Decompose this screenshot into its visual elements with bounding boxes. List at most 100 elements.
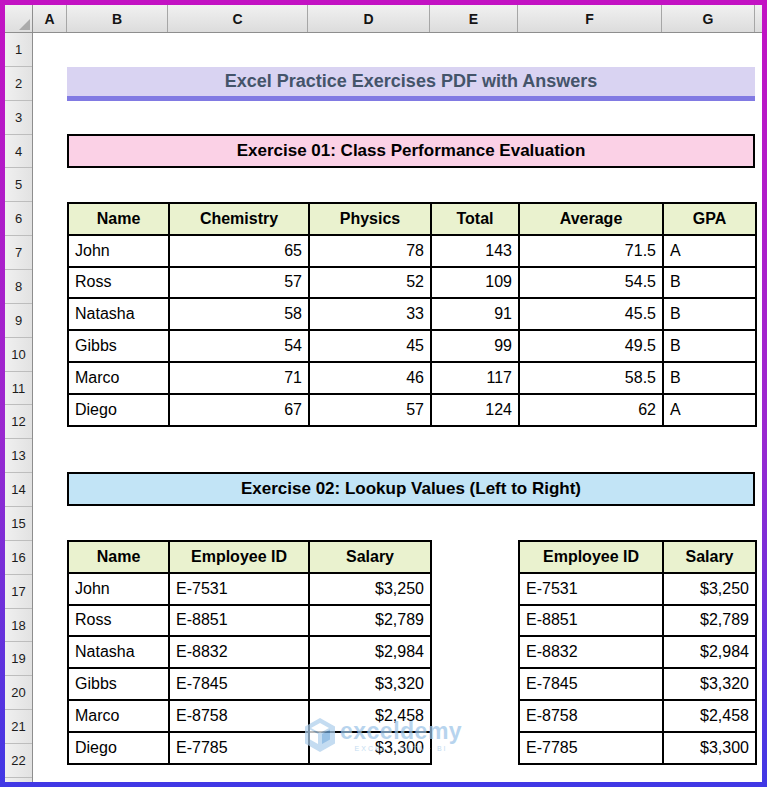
exercise2-source-cell[interactable]: $2,789 [309, 605, 431, 637]
exercise1-header-cell[interactable]: Chemistry [169, 203, 309, 235]
exercise1-cell[interactable]: John [68, 235, 169, 267]
exercise2-result-cell[interactable]: E-8851 [519, 605, 663, 637]
exercise1-cell[interactable]: Marco [68, 362, 169, 394]
exercise2-source-cell[interactable]: E-8832 [169, 636, 309, 668]
select-all-corner[interactable] [5, 5, 33, 33]
exercise2-result-cell[interactable]: E-7785 [519, 732, 663, 764]
row-header-1[interactable]: 1 [5, 33, 32, 67]
row-header-19[interactable]: 19 [5, 642, 32, 676]
exercise2-source-header-cell[interactable]: Employee ID [169, 541, 309, 573]
exercise1-cell[interactable]: 33 [309, 298, 431, 330]
exercise2-result-cell[interactable]: $2,984 [663, 636, 756, 668]
exercise2-source-cell[interactable]: E-7531 [169, 573, 309, 605]
exercise1-cell[interactable]: 49.5 [519, 330, 663, 362]
column-header-D[interactable]: D [308, 5, 430, 32]
exercise2-result-header-cell[interactable]: Salary [663, 541, 756, 573]
exercise1-cell[interactable]: 57 [169, 267, 309, 299]
row-header-22[interactable]: 22 [5, 744, 32, 778]
exercise2-source-cell[interactable]: E-7785 [169, 732, 309, 764]
row-header-11[interactable]: 11 [5, 372, 32, 406]
exercise1-header-cell[interactable]: Physics [309, 203, 431, 235]
exercise1-cell[interactable]: 91 [431, 298, 519, 330]
exercise1-header-cell[interactable]: Average [519, 203, 663, 235]
exercise1-cell[interactable]: 57 [309, 394, 431, 426]
column-header-C[interactable]: C [168, 5, 308, 32]
exercise1-cell[interactable]: Ross [68, 267, 169, 299]
exercise2-result-cell[interactable]: E-8758 [519, 700, 663, 732]
exercise1-header-cell[interactable]: Total [431, 203, 519, 235]
exercise2-source-cell[interactable]: E-7845 [169, 668, 309, 700]
row-header-6[interactable]: 6 [5, 202, 32, 236]
exercise1-header-cell[interactable]: Name [68, 203, 169, 235]
exercise2-result-header-cell[interactable]: Employee ID [519, 541, 663, 573]
exercise2-source-cell[interactable]: $3,300 [309, 732, 431, 764]
exercise2-source-header-cell[interactable]: Name [68, 541, 169, 573]
exercise1-cell[interactable]: B [663, 362, 756, 394]
row-header-13[interactable]: 13 [5, 439, 32, 473]
exercise2-result-cell[interactable]: $3,250 [663, 573, 756, 605]
exercise1-cell[interactable]: A [663, 394, 756, 426]
exercise1-cell[interactable]: Natasha [68, 298, 169, 330]
exercise2-source-cell[interactable]: Ross [68, 605, 169, 637]
row-header-9[interactable]: 9 [5, 304, 32, 338]
exercise1-cell[interactable]: 45.5 [519, 298, 663, 330]
exercise1-cell[interactable]: B [663, 298, 756, 330]
exercise2-result-cell[interactable]: E-7845 [519, 668, 663, 700]
column-header-B[interactable]: B [67, 5, 168, 32]
row-header-7[interactable]: 7 [5, 236, 32, 270]
exercise1-cell[interactable]: 78 [309, 235, 431, 267]
exercise2-source-cell[interactable]: $3,250 [309, 573, 431, 605]
row-header-16[interactable]: 16 [5, 541, 32, 575]
exercise2-source-cell[interactable]: E-8851 [169, 605, 309, 637]
exercise1-header-cell[interactable]: GPA [663, 203, 756, 235]
row-header-3[interactable]: 3 [5, 101, 32, 135]
exercise2-source-cell[interactable]: Diego [68, 732, 169, 764]
exercise2-result-cell[interactable]: $3,320 [663, 668, 756, 700]
exercise1-cell[interactable]: 54.5 [519, 267, 663, 299]
exercise1-cell[interactable]: 117 [431, 362, 519, 394]
exercise2-source-cell[interactable]: $3,320 [309, 668, 431, 700]
row-header-14[interactable]: 14 [5, 473, 32, 507]
row-header-4[interactable]: 4 [5, 135, 32, 169]
exercise1-cell[interactable]: 52 [309, 267, 431, 299]
exercise1-cell[interactable]: 71 [169, 362, 309, 394]
exercise2-result-cell[interactable]: E-8832 [519, 636, 663, 668]
exercise1-cell[interactable]: 67 [169, 394, 309, 426]
exercise2-banner[interactable]: Exercise 02: Lookup Values (Left to Righ… [67, 472, 755, 506]
exercise1-cell[interactable]: B [663, 330, 756, 362]
column-header-A[interactable]: A [33, 5, 67, 32]
exercise1-cell[interactable]: A [663, 235, 756, 267]
row-header-8[interactable]: 8 [5, 270, 32, 304]
exercise1-cell[interactable]: 62 [519, 394, 663, 426]
row-header-12[interactable]: 12 [5, 405, 32, 439]
exercise1-cell[interactable]: 65 [169, 235, 309, 267]
exercise1-banner[interactable]: Exercise 01: Class Performance Evaluatio… [67, 134, 755, 168]
exercise1-cell[interactable]: B [663, 267, 756, 299]
exercise2-source-cell[interactable]: $2,458 [309, 700, 431, 732]
exercise1-cell[interactable]: 45 [309, 330, 431, 362]
exercise1-cell[interactable]: Diego [68, 394, 169, 426]
row-header-10[interactable]: 10 [5, 338, 32, 372]
exercise1-cell[interactable]: 54 [169, 330, 309, 362]
column-header-E[interactable]: E [430, 5, 518, 32]
column-header-F[interactable]: F [518, 5, 662, 32]
exercise1-cell[interactable]: Gibbs [68, 330, 169, 362]
exercise1-cell[interactable]: 58 [169, 298, 309, 330]
exercise2-source-cell[interactable]: John [68, 573, 169, 605]
exercise2-result-cell[interactable]: $3,300 [663, 732, 756, 764]
exercise2-source-cell[interactable]: $2,984 [309, 636, 431, 668]
row-header-5[interactable]: 5 [5, 168, 32, 202]
exercise1-cell[interactable]: 99 [431, 330, 519, 362]
exercise2-source-header-cell[interactable]: Salary [309, 541, 431, 573]
row-header-15[interactable]: 15 [5, 507, 32, 541]
exercise2-source-cell[interactable]: Gibbs [68, 668, 169, 700]
exercise1-cell[interactable]: 109 [431, 267, 519, 299]
column-header-G[interactable]: G [662, 5, 755, 32]
exercise1-cell[interactable]: 58.5 [519, 362, 663, 394]
row-header-21[interactable]: 21 [5, 710, 32, 744]
exercise2-result-cell[interactable]: $2,458 [663, 700, 756, 732]
exercise2-result-cell[interactable]: $2,789 [663, 605, 756, 637]
exercise1-cell[interactable]: 71.5 [519, 235, 663, 267]
exercise2-source-cell[interactable]: Marco [68, 700, 169, 732]
row-header-20[interactable]: 20 [5, 676, 32, 710]
